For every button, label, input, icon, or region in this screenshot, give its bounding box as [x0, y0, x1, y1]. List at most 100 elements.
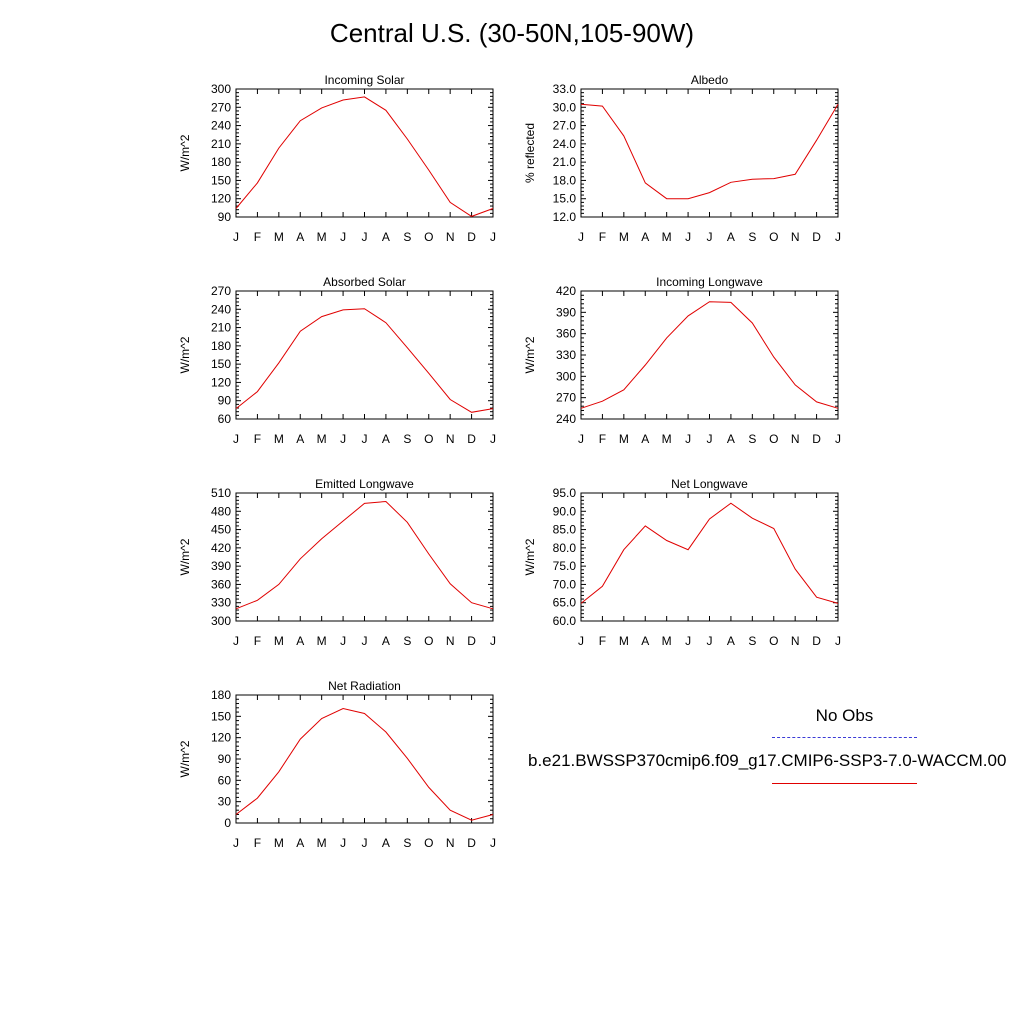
x-tick-label: O [424, 836, 433, 850]
x-tick-label: A [727, 230, 735, 244]
y-tick-label: 12.0 [553, 210, 577, 224]
series-line-model [580, 103, 839, 200]
y-tick-label: 65.0 [553, 596, 577, 610]
x-tick-label: F [254, 836, 261, 850]
x-tick-label: A [641, 432, 649, 446]
y-tick-label: 60 [218, 773, 232, 787]
y-tick-label: 390 [211, 559, 231, 573]
x-tick-label: J [490, 230, 496, 244]
chart-albedo: Albedo % reflected 12.0 15.0 18.0 21.0 24.0 27.… [523, 73, 841, 244]
x-tick-label: J [340, 432, 346, 446]
chart-incoming-solar: Incoming Solar W/m^2 90 120 150 180 210 240 270 3… [178, 73, 496, 244]
x-tick-label: J [233, 432, 239, 446]
chart-title: Emitted Longwave [315, 477, 414, 491]
x-tick-label: M [619, 230, 629, 244]
x-tick-label: S [403, 432, 411, 446]
y-tick-label: 90 [218, 752, 232, 766]
y-tick-label: 180 [211, 155, 231, 169]
x-tick-label: D [467, 836, 476, 850]
y-tick-label: 90.0 [553, 504, 577, 518]
y-tick-label: 60.0 [553, 614, 577, 628]
chart-title: Albedo [691, 73, 729, 87]
y-tick-label: 24.0 [553, 137, 577, 151]
chart-title: Incoming Longwave [656, 275, 763, 289]
series-line-model [235, 96, 494, 217]
x-tick-label: J [685, 634, 691, 648]
x-tick-label: M [317, 432, 327, 446]
x-tick-label: F [254, 432, 261, 446]
plot-frame [580, 290, 839, 420]
chart-title: Net Radiation [328, 679, 401, 693]
x-tick-label: F [254, 634, 261, 648]
y-tick-label: 240 [211, 302, 231, 316]
x-tick-label: J [362, 836, 368, 850]
x-tick-label: D [812, 230, 821, 244]
x-tick-label: J [340, 634, 346, 648]
x-tick-label: N [791, 230, 800, 244]
y-tick-label: 330 [556, 348, 576, 362]
legend-obs-label: No Obs [815, 706, 874, 725]
x-tick-label: J [685, 230, 691, 244]
x-tick-label: S [403, 230, 411, 244]
x-tick-label: F [599, 432, 606, 446]
y-tick-label: 90 [218, 210, 232, 224]
x-tick-label: D [812, 432, 821, 446]
x-tick-label: J [835, 634, 841, 648]
chart-absorbed-solar: Absorbed Solar W/m^2 60 90 120 150 180 210 240 27… [178, 275, 496, 446]
x-tick-label: M [662, 634, 672, 648]
y-tick-label: 21.0 [553, 155, 577, 169]
chart-emitted-longwave: Emitted Longwave W/m^2 300 330 360 390 420 450 4… [178, 477, 496, 648]
x-tick-label: J [685, 432, 691, 446]
series-line-model [235, 308, 494, 413]
y-tick-label: 360 [211, 577, 231, 591]
y-tick-label: 270 [211, 284, 231, 298]
y-tick-label: 360 [556, 327, 576, 341]
y-tick-label: 30 [218, 795, 232, 809]
x-tick-label: D [467, 634, 476, 648]
x-tick-label: M [274, 634, 284, 648]
y-tick-label: 240 [556, 412, 576, 426]
x-tick-label: M [662, 432, 672, 446]
y-tick-label: 150 [211, 357, 231, 371]
y-axis-label: W/m^2 [178, 740, 192, 777]
x-tick-label: A [382, 230, 390, 244]
x-tick-label: N [446, 634, 455, 648]
legend-model-line [772, 783, 917, 784]
x-tick-label: N [446, 432, 455, 446]
y-tick-label: 95.0 [553, 486, 577, 500]
page-title: Central U.S. (30-50N,105-90W) [329, 18, 695, 48]
x-tick-label: F [599, 634, 606, 648]
x-tick-label: J [233, 634, 239, 648]
x-tick-label: J [707, 230, 713, 244]
chart-incoming-longwave: Incoming Longwave W/m^2 240 270 300 330 360 390… [523, 275, 841, 446]
x-tick-label: J [233, 230, 239, 244]
x-tick-label: M [619, 634, 629, 648]
y-tick-label: 240 [211, 119, 231, 133]
chart-title: Net Longwave [671, 477, 748, 491]
x-tick-label: J [578, 432, 584, 446]
x-tick-label: D [812, 634, 821, 648]
x-tick-label: F [599, 230, 606, 244]
plot-frame [235, 492, 494, 622]
plot-frame [235, 290, 494, 420]
x-tick-label: M [662, 230, 672, 244]
x-tick-label: A [382, 432, 390, 446]
x-tick-label: M [274, 230, 284, 244]
x-tick-label: A [296, 836, 304, 850]
y-tick-label: 150 [211, 709, 231, 723]
chart-net-longwave: Net Longwave W/m^2 60.0 65.0 70.0 75.0 80.0 85.… [523, 477, 841, 648]
x-tick-label: J [340, 230, 346, 244]
x-tick-label: A [296, 634, 304, 648]
x-tick-label: N [791, 432, 800, 446]
x-tick-label: A [382, 634, 390, 648]
x-tick-label: O [424, 230, 433, 244]
y-tick-label: 15.0 [553, 192, 577, 206]
y-tick-label: 80.0 [553, 541, 577, 555]
x-tick-label: J [362, 230, 368, 244]
y-axis-label: % reflected [523, 123, 537, 183]
x-tick-label: J [362, 634, 368, 648]
y-tick-label: 30.0 [553, 100, 577, 114]
y-axis-label: W/m^2 [523, 538, 537, 575]
x-tick-label: J [835, 230, 841, 244]
